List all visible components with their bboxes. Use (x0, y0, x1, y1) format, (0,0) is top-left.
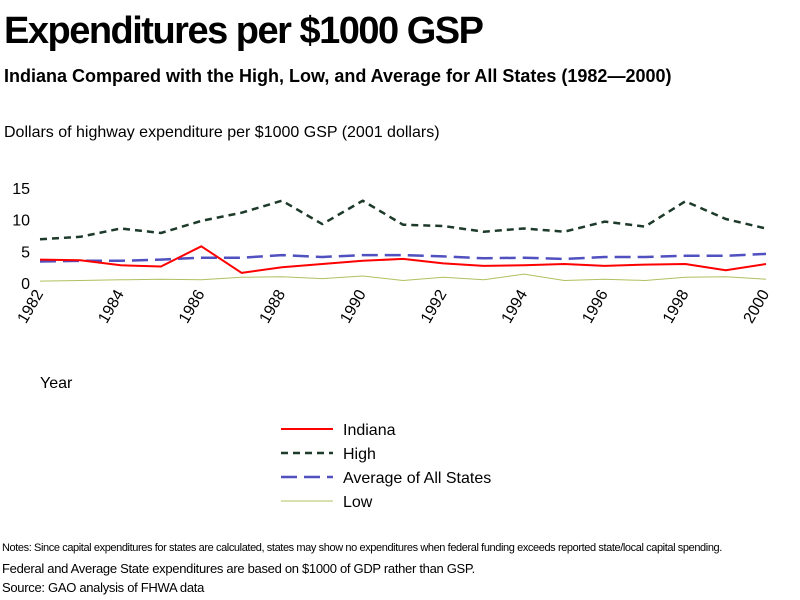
chart-title: Expenditures per $1000 GSP (4, 10, 484, 52)
x-tick-label: 2000 (741, 287, 774, 326)
y-tick-labels: 0 5 10 15 (12, 181, 30, 293)
x-tick-label: 1992 (418, 287, 451, 326)
source-note: Source: GAO analysis of FHWA data (2, 580, 205, 595)
notes-line-2: Federal and Average State expenditures a… (2, 561, 475, 576)
notes-line-1: Notes: Since capital expenditures for st… (2, 542, 722, 554)
series-lines (39, 199, 767, 282)
x-tick-labels: 1982 1984 1986 1988 1990 1992 1994 1996 1998 2000 (15, 287, 774, 326)
x-tick-label: 1998 (660, 287, 693, 326)
series-line-high (39, 199, 767, 241)
series-line-indiana (39, 245, 767, 274)
y-tick-label: 10 (12, 213, 30, 230)
legend: Indiana High Average of All States Low (281, 422, 491, 511)
series-line-low (39, 273, 767, 282)
y-axis-unit-label: Dollars of highway expenditure per $1000… (4, 124, 440, 141)
x-tick-label: 1982 (15, 287, 48, 326)
series-line-average-of-all-states (39, 252, 767, 263)
x-tick-label: 1988 (257, 287, 290, 326)
legend-label: High (343, 446, 376, 463)
y-tick-label: 15 (12, 181, 30, 198)
x-tick-label: 1996 (579, 287, 612, 326)
x-axis-label: Year (40, 375, 73, 392)
y-tick-label: 0 (21, 276, 30, 293)
legend-label: Average of All States (343, 470, 491, 487)
x-tick-label: 1984 (95, 287, 128, 326)
x-tick-label: 1994 (499, 287, 532, 326)
legend-label: Low (343, 494, 373, 511)
chart-subtitle: Indiana Compared with the High, Low, and… (4, 66, 672, 86)
x-tick-label: 1986 (176, 287, 209, 326)
legend-label: Indiana (343, 422, 396, 439)
y-tick-label: 5 (21, 244, 30, 261)
x-tick-label: 1990 (337, 287, 370, 326)
